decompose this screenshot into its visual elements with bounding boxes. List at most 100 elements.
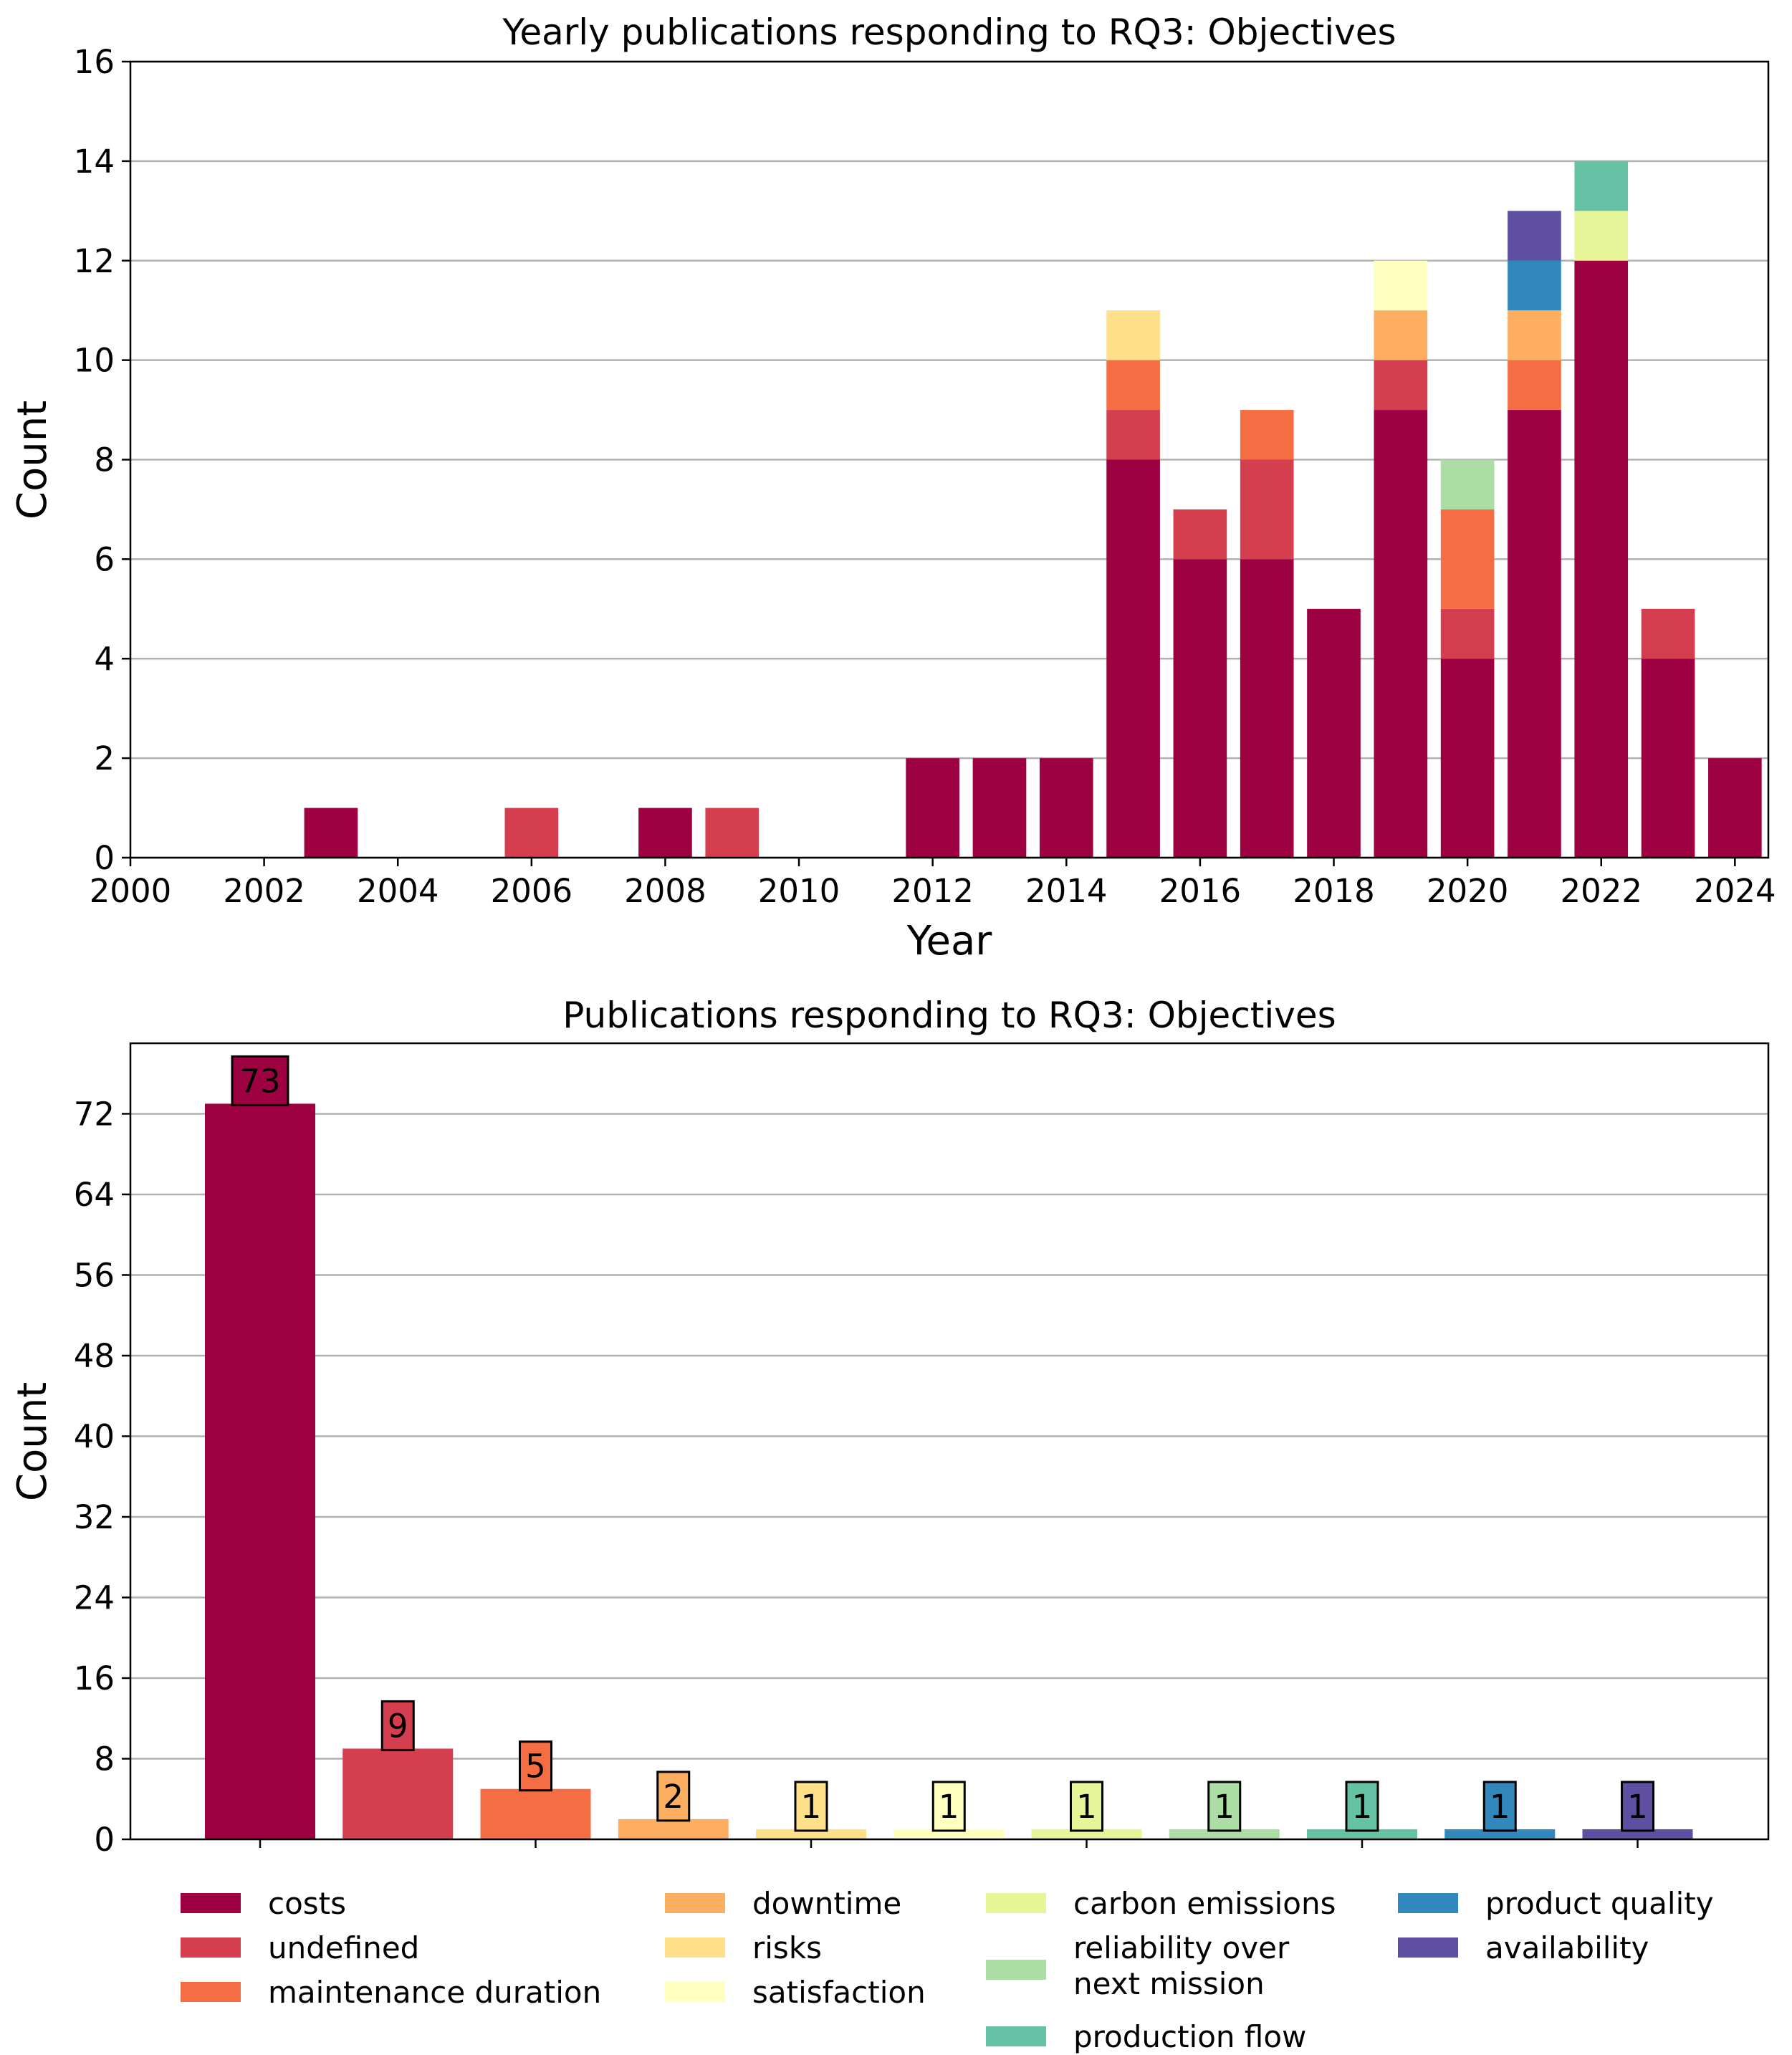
bar-2003-costs [304, 808, 358, 858]
value-label-box [380, 1700, 415, 1751]
legend-label: undefined [268, 1930, 419, 1965]
value-label: 9 [388, 1707, 408, 1745]
value-label-box [656, 1771, 691, 1822]
value-label: 73 [239, 1062, 280, 1100]
bar-undefined [342, 1748, 454, 1839]
legend-label: availability [1485, 1930, 1649, 1965]
x-tick-label: 2024 [1694, 872, 1776, 910]
bar-2012-costs [906, 758, 959, 858]
value-label: 1 [1214, 1788, 1235, 1826]
bar-costs [205, 1103, 315, 1839]
value-label: 1 [1627, 1788, 1648, 1826]
bar-2014-costs [1039, 758, 1093, 858]
value-label-box [1621, 1781, 1654, 1832]
bar-2020-maintenance-duration [1440, 509, 1495, 609]
bar-2009-undefined [705, 808, 760, 858]
bar-2019-downtime [1374, 310, 1428, 360]
y-tick-label: 72 [74, 1095, 115, 1133]
legend-label: carbon emissions [1073, 1886, 1336, 1921]
y-tick-label: 6 [94, 540, 115, 578]
legend-label: product quality [1485, 1886, 1714, 1921]
bar-2017-maintenance-duration [1240, 410, 1294, 460]
y-tick-label: 14 [74, 143, 115, 181]
x-tick-label: 2020 [1427, 872, 1509, 910]
value-label-box [1070, 1781, 1103, 1832]
x-tick-label: 2016 [1159, 872, 1242, 910]
totals-chart-y-ticks: 0 8 16 24 32 40 48 56 64 72 [74, 1095, 130, 1859]
value-label: 5 [525, 1748, 546, 1786]
bar-2008-costs [638, 808, 692, 858]
y-tick-label: 8 [94, 1740, 115, 1778]
x-tick-label: 2000 [90, 872, 172, 910]
legend-label: risks [752, 1930, 822, 1965]
bar-production-flow [1307, 1829, 1417, 1839]
value-label: 1 [1490, 1788, 1510, 1826]
value-label-box [794, 1781, 828, 1832]
y-tick-label: 8 [94, 441, 115, 479]
bar-2023-undefined [1641, 608, 1695, 659]
bar-carbon-emissions [1031, 1829, 1142, 1839]
bar-2020-costs [1440, 658, 1495, 858]
bar-2017-costs [1240, 559, 1294, 858]
x-tick-label: 2004 [357, 872, 439, 910]
bar-2015-costs [1106, 459, 1160, 858]
value-label-box [931, 1781, 966, 1832]
y-tick-label: 0 [94, 1821, 115, 1859]
legend-swatch-production-flow [986, 2026, 1046, 2046]
bar-2024-costs [1708, 758, 1762, 858]
x-tick-label: 2012 [891, 872, 974, 910]
y-tick-label: 0 [94, 839, 115, 877]
bar-2021-product-quality [1508, 260, 1561, 311]
legend-swatch-risks [665, 1937, 725, 1958]
bar-2015-risks [1106, 310, 1160, 360]
y-tick-label: 24 [74, 1579, 115, 1616]
y-tick-label: 64 [74, 1176, 115, 1214]
totals-chart-axes-frame [129, 1042, 1770, 1841]
bar-satisfaction [893, 1829, 1005, 1839]
bar-2016-undefined [1173, 509, 1227, 560]
legend-swatch-undefined [181, 1937, 241, 1958]
x-tick-label: 2002 [223, 872, 305, 910]
bar-2021-downtime [1508, 310, 1561, 360]
y-tick-label: 2 [94, 739, 115, 777]
y-tick-label: 40 [74, 1417, 115, 1455]
value-label-box [1207, 1781, 1242, 1832]
x-tick-label: 2008 [624, 872, 706, 910]
y-tick-label: 48 [74, 1337, 115, 1375]
bar-2020-undefined [1440, 608, 1495, 659]
x-tick-label: 2010 [758, 872, 840, 910]
legend-swatch-reliability-over-next-mission [986, 1960, 1046, 1980]
legend-swatch-product-quality [1398, 1893, 1458, 1913]
value-label: 1 [1352, 1788, 1373, 1826]
legend-swatch-costs [181, 1893, 241, 1913]
bar-product-quality [1444, 1829, 1556, 1839]
legend-label: downtime [752, 1886, 901, 1921]
value-label: 1 [1076, 1788, 1097, 1826]
bar-2021-maintenance-duration [1508, 360, 1561, 411]
legend: costs undefined maintenance duration downti… [181, 1886, 1714, 2054]
yearly-chart-title: Yearly publications responding to RQ3: O… [502, 11, 1396, 53]
y-tick-label: 56 [74, 1256, 115, 1294]
bar-2018-costs [1307, 608, 1361, 858]
legend-swatch-downtime [665, 1893, 725, 1913]
value-label-box [1345, 1781, 1379, 1832]
bar-2016-costs [1173, 559, 1227, 858]
yearly-chart-gridlines [130, 60, 1768, 859]
y-tick-label: 16 [74, 1659, 115, 1697]
bar-2015-undefined [1106, 410, 1160, 460]
bar-risks [756, 1829, 866, 1839]
bar-2022-production-flow [1574, 161, 1629, 211]
bar-2019-undefined [1374, 360, 1428, 411]
bar-2017-undefined [1240, 459, 1294, 560]
yearly-chart-bars [304, 161, 1762, 858]
legend-swatch-carbon-emissions [986, 1893, 1046, 1913]
y-tick-label: 16 [74, 43, 115, 81]
value-label-box [231, 1055, 289, 1106]
value-label-box [519, 1740, 552, 1792]
yearly-chart-x-axis-label: Year [906, 918, 993, 964]
yearly-chart-y-ticks: 0 2 4 6 8 10 12 14 16 [74, 43, 130, 877]
bar-2019-satisfaction [1374, 260, 1428, 311]
bar-2020-reliability-over-next-mission [1440, 459, 1495, 509]
totals-chart-bars [205, 1103, 1693, 1839]
